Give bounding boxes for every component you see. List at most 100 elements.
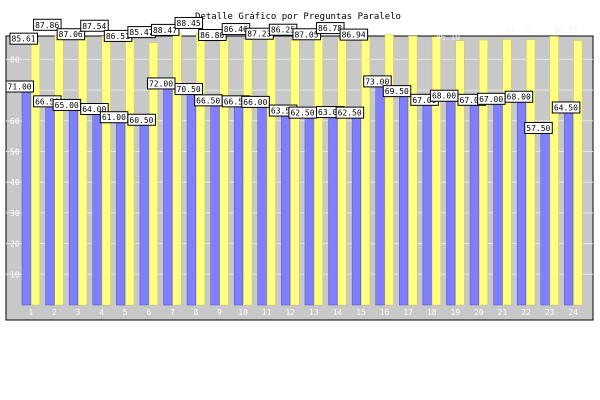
bar-series-2 [219,38,229,306]
bar-series-1 [92,108,102,306]
bar-series-1 [446,95,456,306]
x-tick-label: 18 [427,308,437,317]
data-label: 86.10 [436,33,460,42]
data-label-text: 85.47 [129,28,153,37]
data-label: 62.50 [288,106,317,119]
data-label-text: 87.23 [247,30,271,39]
data-label-box [551,101,581,114]
x-tick-labels: 1 2 3 4 5 6 7 8 9 10 11 12 13 14 15 16 17 18 19 20 21 22 23 24 [28,308,578,317]
x-tick-label: 13 [309,308,319,317]
data-label: 87.86 [33,18,62,31]
bar-series-2 [384,34,394,306]
x-tick-label: 16 [380,308,390,317]
data-label-box [80,103,109,116]
data-label-text: 60.50 [129,116,153,125]
data-label: 60.50 [127,113,156,126]
data-label: 68.00 [429,89,459,102]
bar-series-2 [455,40,465,306]
data-label-box [316,22,345,35]
bar-series-2 [478,39,489,306]
data-label-text: 64.00 [82,105,106,114]
data-labels: 85.61 71.00 87.86 66.50 87.06 65.00 87.54 64.00… [5,16,581,134]
bar-series-1 [68,105,79,306]
data-label-text: 73.00 [365,77,389,86]
data-label-text: 63.50 [271,107,295,116]
data-label: 70.50 [174,83,204,96]
data-label: 88.47 [150,23,180,36]
data-label-text: 66.50 [196,96,220,105]
bar-series-1 [328,111,338,306]
data-label: 68.00 [504,90,534,103]
bars [21,33,583,306]
data-label: 61.00 [99,111,129,124]
x-tick-label: 22 [521,308,531,317]
data-label-text: 57.50 [526,124,550,133]
data-label-text: 86.15 [554,26,578,35]
bar-series-2 [549,36,559,306]
data-label: 57.50 [524,121,553,134]
bar-series-2 [125,39,135,306]
bar-series-2 [573,40,583,306]
x-tick-label: 14 [333,308,343,317]
x-tick-label: 1 [28,308,33,317]
x-tick-label: 7 [170,308,175,317]
data-label-box [33,18,62,31]
data-label-text: 86.51 [106,32,130,41]
bar-series-1 [375,80,385,306]
bar-series-1 [257,102,267,306]
data-label-box [382,85,412,98]
bar-series-1 [399,91,409,306]
data-label: 73.00 [363,75,392,88]
bar-series-1 [493,99,503,306]
data-label: 72.00 [146,77,176,90]
data-label: 66.50 [194,94,223,107]
data-label: 85.61 [9,32,38,45]
data-label-text: 68.00 [507,93,531,102]
x-tick-label: 17 [403,308,413,317]
x-tick-label: 4 [99,308,104,317]
data-label-text: 87.05 [294,30,318,39]
data-label-text: 86.25 [271,26,295,35]
data-label-box [292,28,321,41]
bar-series-2 [290,39,300,306]
data-label-box [56,28,86,41]
data-label-text: 61.00 [102,113,126,122]
bar-series-1 [116,117,126,306]
bar-series-1 [210,100,220,306]
data-label-text: 64.50 [554,103,578,112]
data-label-text: 86.46 [224,25,248,34]
data-label-text: 67.00 [412,96,436,105]
x-tick-label: 21 [498,308,508,317]
x-tick-label: 20 [474,308,484,317]
data-label-text: 66.00 [243,98,267,107]
data-label-text: 87.86 [35,21,59,30]
data-label-text: 68.00 [432,92,456,101]
bar-series-1 [564,106,574,306]
x-tick-label: 10 [238,308,248,317]
bar-series-2 [337,38,347,306]
y-tick-label: 10 [10,270,20,279]
data-label-box [174,16,204,29]
x-tick-label: 2 [52,308,57,317]
chart-title: Detalle Gráfico por Preguntas Paralelo [195,12,401,22]
y-tick-label: 20 [10,240,20,249]
data-label-box [363,75,392,88]
data-label-text: 71.00 [8,83,32,92]
data-label-text: 62.50 [290,109,314,118]
bar-series-1 [45,100,55,306]
y-tick-label: 30 [10,209,20,218]
bar-series-1 [540,128,550,306]
data-label-text: 86.78 [318,24,342,33]
data-label-text: 66.50 [35,97,59,106]
bar-series-2 [243,39,253,306]
data-label-text: 88.45 [177,19,201,28]
bar-series-1 [304,112,314,306]
bar-series-1 [469,99,479,306]
x-tick-label: 5 [123,308,128,317]
data-label-text: 69.50 [385,87,409,96]
data-label-box [174,83,204,96]
data-label: 64.00 [80,103,109,116]
bar-series-1 [21,86,31,306]
data-label: 65.00 [52,98,82,111]
bar-series-2 [54,35,64,306]
